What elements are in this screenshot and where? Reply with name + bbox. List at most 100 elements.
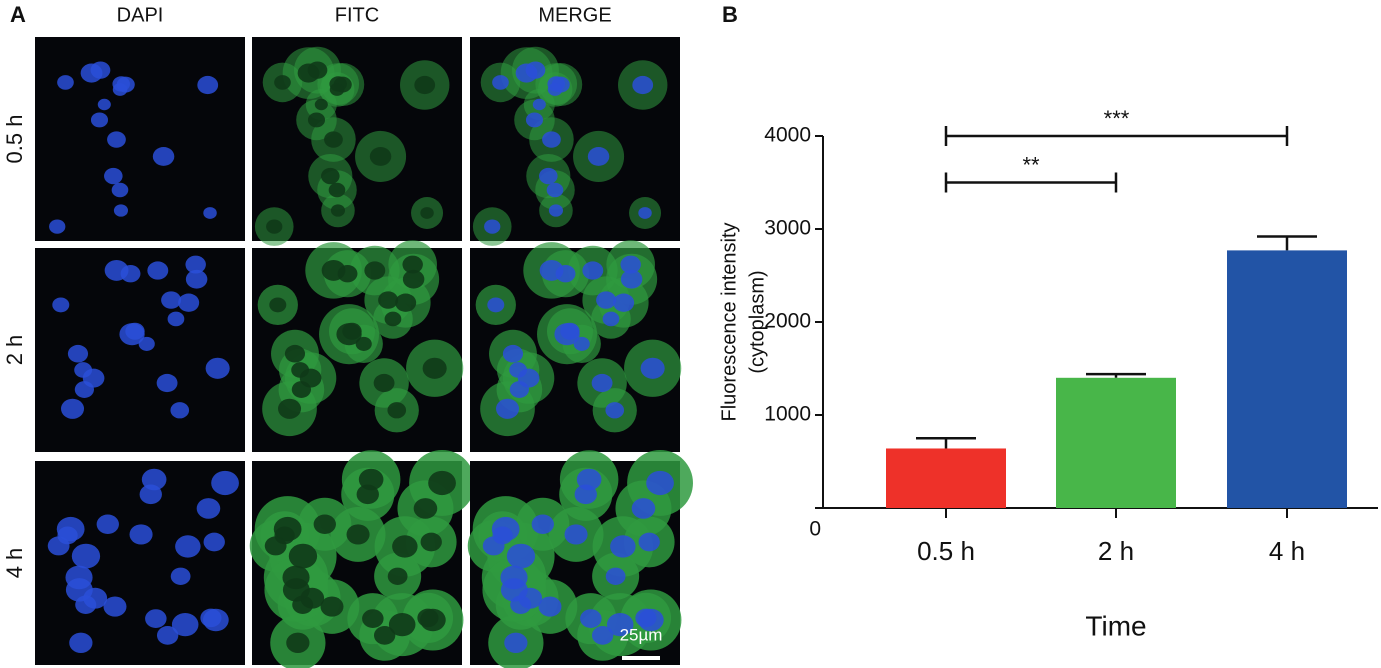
nucleus [274, 75, 291, 90]
nucleus [428, 470, 456, 496]
nucleus [420, 207, 434, 219]
nucleus [90, 61, 111, 79]
nucleus [200, 608, 222, 628]
nucleus [402, 269, 425, 289]
micrograph [249, 450, 475, 668]
significance-label: ** [1022, 152, 1040, 177]
micrograph [35, 37, 245, 241]
nucleus [555, 265, 576, 283]
nucleus [610, 535, 636, 558]
nucleus [635, 608, 657, 628]
nucleus [596, 291, 617, 309]
nucleus [307, 112, 326, 128]
nucleus [125, 322, 145, 340]
nucleus [138, 336, 155, 351]
micrograph [470, 240, 682, 452]
micrograph [252, 37, 462, 246]
nucleus [487, 297, 505, 313]
nucleus [141, 468, 167, 491]
nucleus [638, 207, 652, 219]
panel-label: B [722, 2, 738, 27]
nucleus [646, 470, 674, 496]
nucleus [640, 357, 665, 379]
nucleus [422, 357, 447, 379]
micrograph-background [35, 37, 245, 241]
nucleus [321, 167, 340, 185]
nucleus [82, 368, 105, 388]
y-axis-title: (cytoplasm) [746, 270, 768, 373]
nucleus [502, 344, 524, 363]
nucleus [47, 536, 70, 556]
significance-label: *** [1104, 106, 1130, 131]
column-header: DAPI [117, 4, 164, 26]
nucleus [531, 514, 554, 535]
nucleus [69, 632, 93, 653]
nucleus [388, 612, 416, 637]
nucleus [329, 83, 345, 96]
nucleus [313, 514, 336, 535]
nucleus [631, 498, 656, 519]
nucleus [67, 344, 89, 363]
column-header: FITC [335, 4, 379, 26]
nucleus [504, 632, 528, 653]
nucleus [49, 219, 66, 234]
nucleus [613, 293, 635, 312]
nucleus [364, 261, 386, 280]
panel-label: A [10, 2, 26, 27]
nucleus [605, 567, 626, 585]
nucleus [170, 402, 190, 419]
nucleus [384, 311, 402, 327]
nucleus [402, 255, 423, 274]
nucleus [61, 398, 85, 419]
nucleus [532, 98, 546, 111]
x-tick-label: 2 h [1098, 536, 1134, 566]
nucleus [576, 468, 602, 491]
nucleus [517, 368, 540, 388]
row-label: 0.5 h [2, 115, 27, 164]
bar [886, 448, 1006, 508]
nucleus [620, 255, 641, 274]
nucleus [299, 368, 322, 388]
nucleus [638, 532, 660, 552]
nucleus [420, 532, 442, 552]
y-axis-title: Fluorescence intensity [718, 223, 740, 422]
nucleus [378, 291, 399, 309]
nucleus [129, 524, 153, 545]
nucleus [167, 311, 185, 327]
nucleus [387, 402, 407, 419]
nucleus [112, 83, 128, 96]
nucleus [484, 219, 501, 234]
y-tick-label: 2000 [764, 310, 811, 333]
micrograph-background [35, 461, 245, 665]
nucleus [90, 112, 109, 128]
nucleus [111, 182, 129, 198]
nucleus [170, 567, 191, 585]
nucleus [120, 265, 141, 283]
nucleus [185, 269, 208, 289]
nucleus [203, 532, 225, 552]
nucleus [65, 578, 93, 602]
nucleus [373, 373, 395, 393]
nucleus [342, 322, 362, 340]
nucleus [57, 75, 74, 90]
nucleus [288, 543, 318, 569]
micrograph [252, 240, 464, 452]
nucleus [492, 75, 509, 90]
bar [1227, 250, 1347, 508]
nucleus [542, 131, 561, 148]
nucleus [284, 344, 306, 363]
nucleus [632, 75, 654, 95]
nucleus [580, 609, 602, 629]
nucleus [500, 578, 528, 602]
nucleus [525, 61, 546, 79]
nucleus [211, 470, 239, 496]
nucleus [269, 297, 287, 313]
nucleus [282, 578, 310, 602]
nucleus [320, 596, 344, 617]
nucleus [496, 398, 520, 419]
nucleus [591, 626, 614, 645]
column-header: MERGE [538, 4, 611, 26]
y-tick-label: 4000 [764, 124, 811, 147]
nucleus [582, 261, 604, 280]
